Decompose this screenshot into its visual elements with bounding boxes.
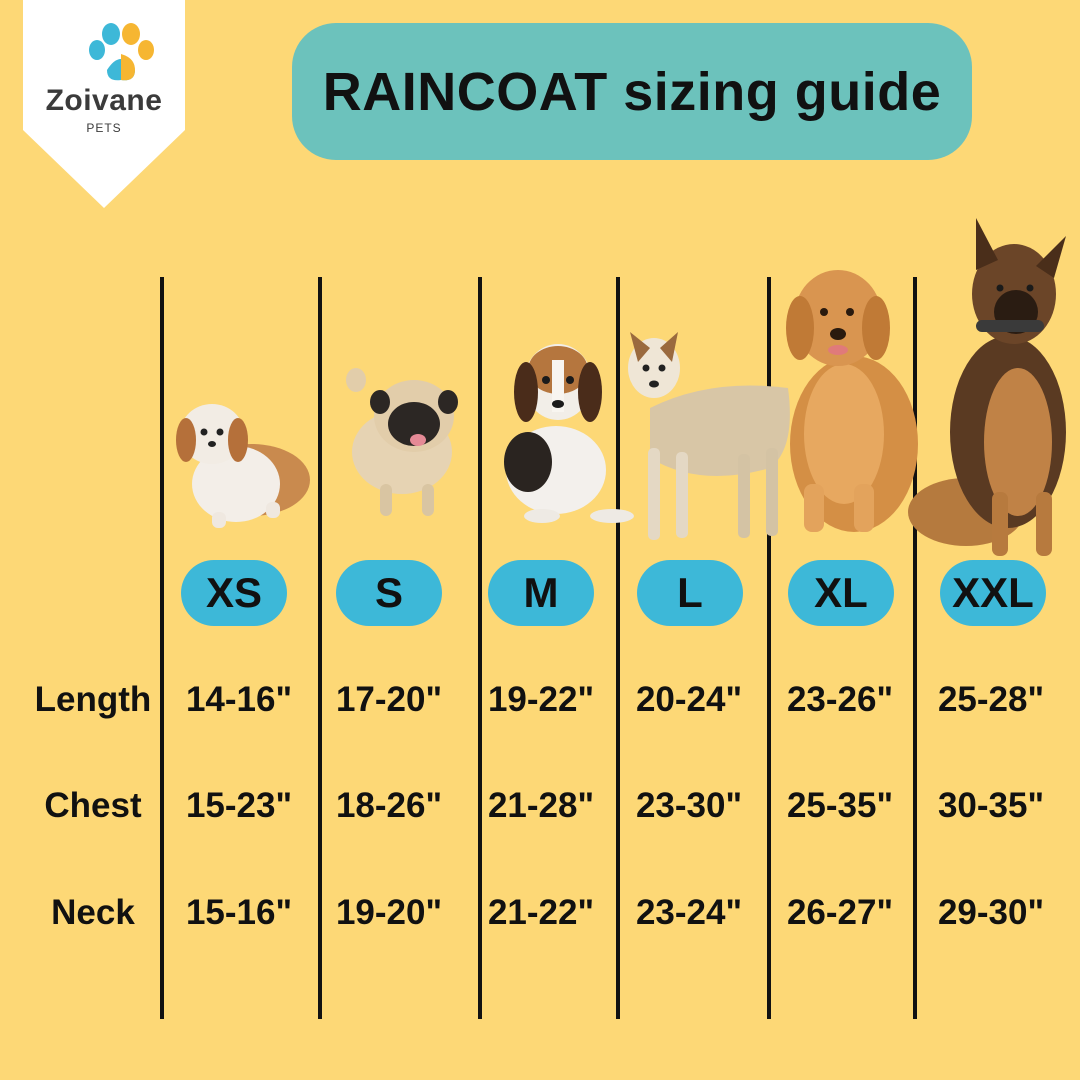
row-label-chest: Chest (44, 786, 142, 825)
neck-l-value: 23-24" (635, 893, 743, 932)
dog-xs-shih-tzu-image (176, 404, 310, 528)
title-banner: RAINCOAT sizing guide (292, 23, 972, 160)
size-pill-xl: XL (788, 560, 894, 626)
length-xxl-value: 25-28" (937, 680, 1045, 719)
dog-xxl-german-shepherd-image (908, 218, 1066, 556)
length-l-value: 20-24" (635, 680, 743, 719)
row-label-length: Length (34, 680, 152, 719)
column-divider (160, 277, 164, 1019)
dog-s-pug-image (346, 368, 458, 516)
neck-xs-value: 15-16" (185, 893, 293, 932)
column-divider (318, 277, 322, 1019)
brand-logo: Zoivane PETS (23, 0, 185, 208)
column-divider (616, 277, 620, 1019)
neck-s-value: 19-20" (335, 893, 443, 932)
length-xl-value: 23-26" (786, 680, 894, 719)
dog-m-beagle-image (504, 344, 634, 523)
size-pill-xs: XS (181, 560, 287, 626)
length-m-value: 19-22" (487, 680, 595, 719)
chest-s-value: 18-26" (335, 786, 443, 825)
size-pill-xxl: XXL (940, 560, 1046, 626)
chest-xxl-value: 30-35" (937, 786, 1045, 825)
column-divider (478, 277, 482, 1019)
paw-icon (89, 23, 154, 81)
neck-m-value: 21-22" (487, 893, 595, 932)
column-divider (767, 277, 771, 1019)
page-title: RAINCOAT sizing guide (322, 61, 942, 122)
chest-xl-value: 25-35" (786, 786, 894, 825)
column-divider (913, 277, 917, 1019)
size-pill-m: M (488, 560, 594, 626)
row-label-neck: Neck (51, 893, 135, 932)
length-s-value: 17-20" (335, 680, 443, 719)
chest-xs-value: 15-23" (185, 786, 293, 825)
brand-name: Zoivane (45, 84, 163, 117)
brand-subtitle: PETS (86, 121, 122, 135)
length-xs-value: 14-16" (185, 680, 293, 719)
dog-xl-golden-retriever-image (786, 270, 918, 532)
neck-xxl-value: 29-30" (937, 893, 1045, 932)
size-pill-s: S (336, 560, 442, 626)
chest-l-value: 23-30" (635, 786, 743, 825)
neck-xl-value: 26-27" (786, 893, 894, 932)
chest-m-value: 21-28" (487, 786, 595, 825)
dog-l-mixed-breed-image (628, 332, 790, 540)
size-pill-l: L (637, 560, 743, 626)
